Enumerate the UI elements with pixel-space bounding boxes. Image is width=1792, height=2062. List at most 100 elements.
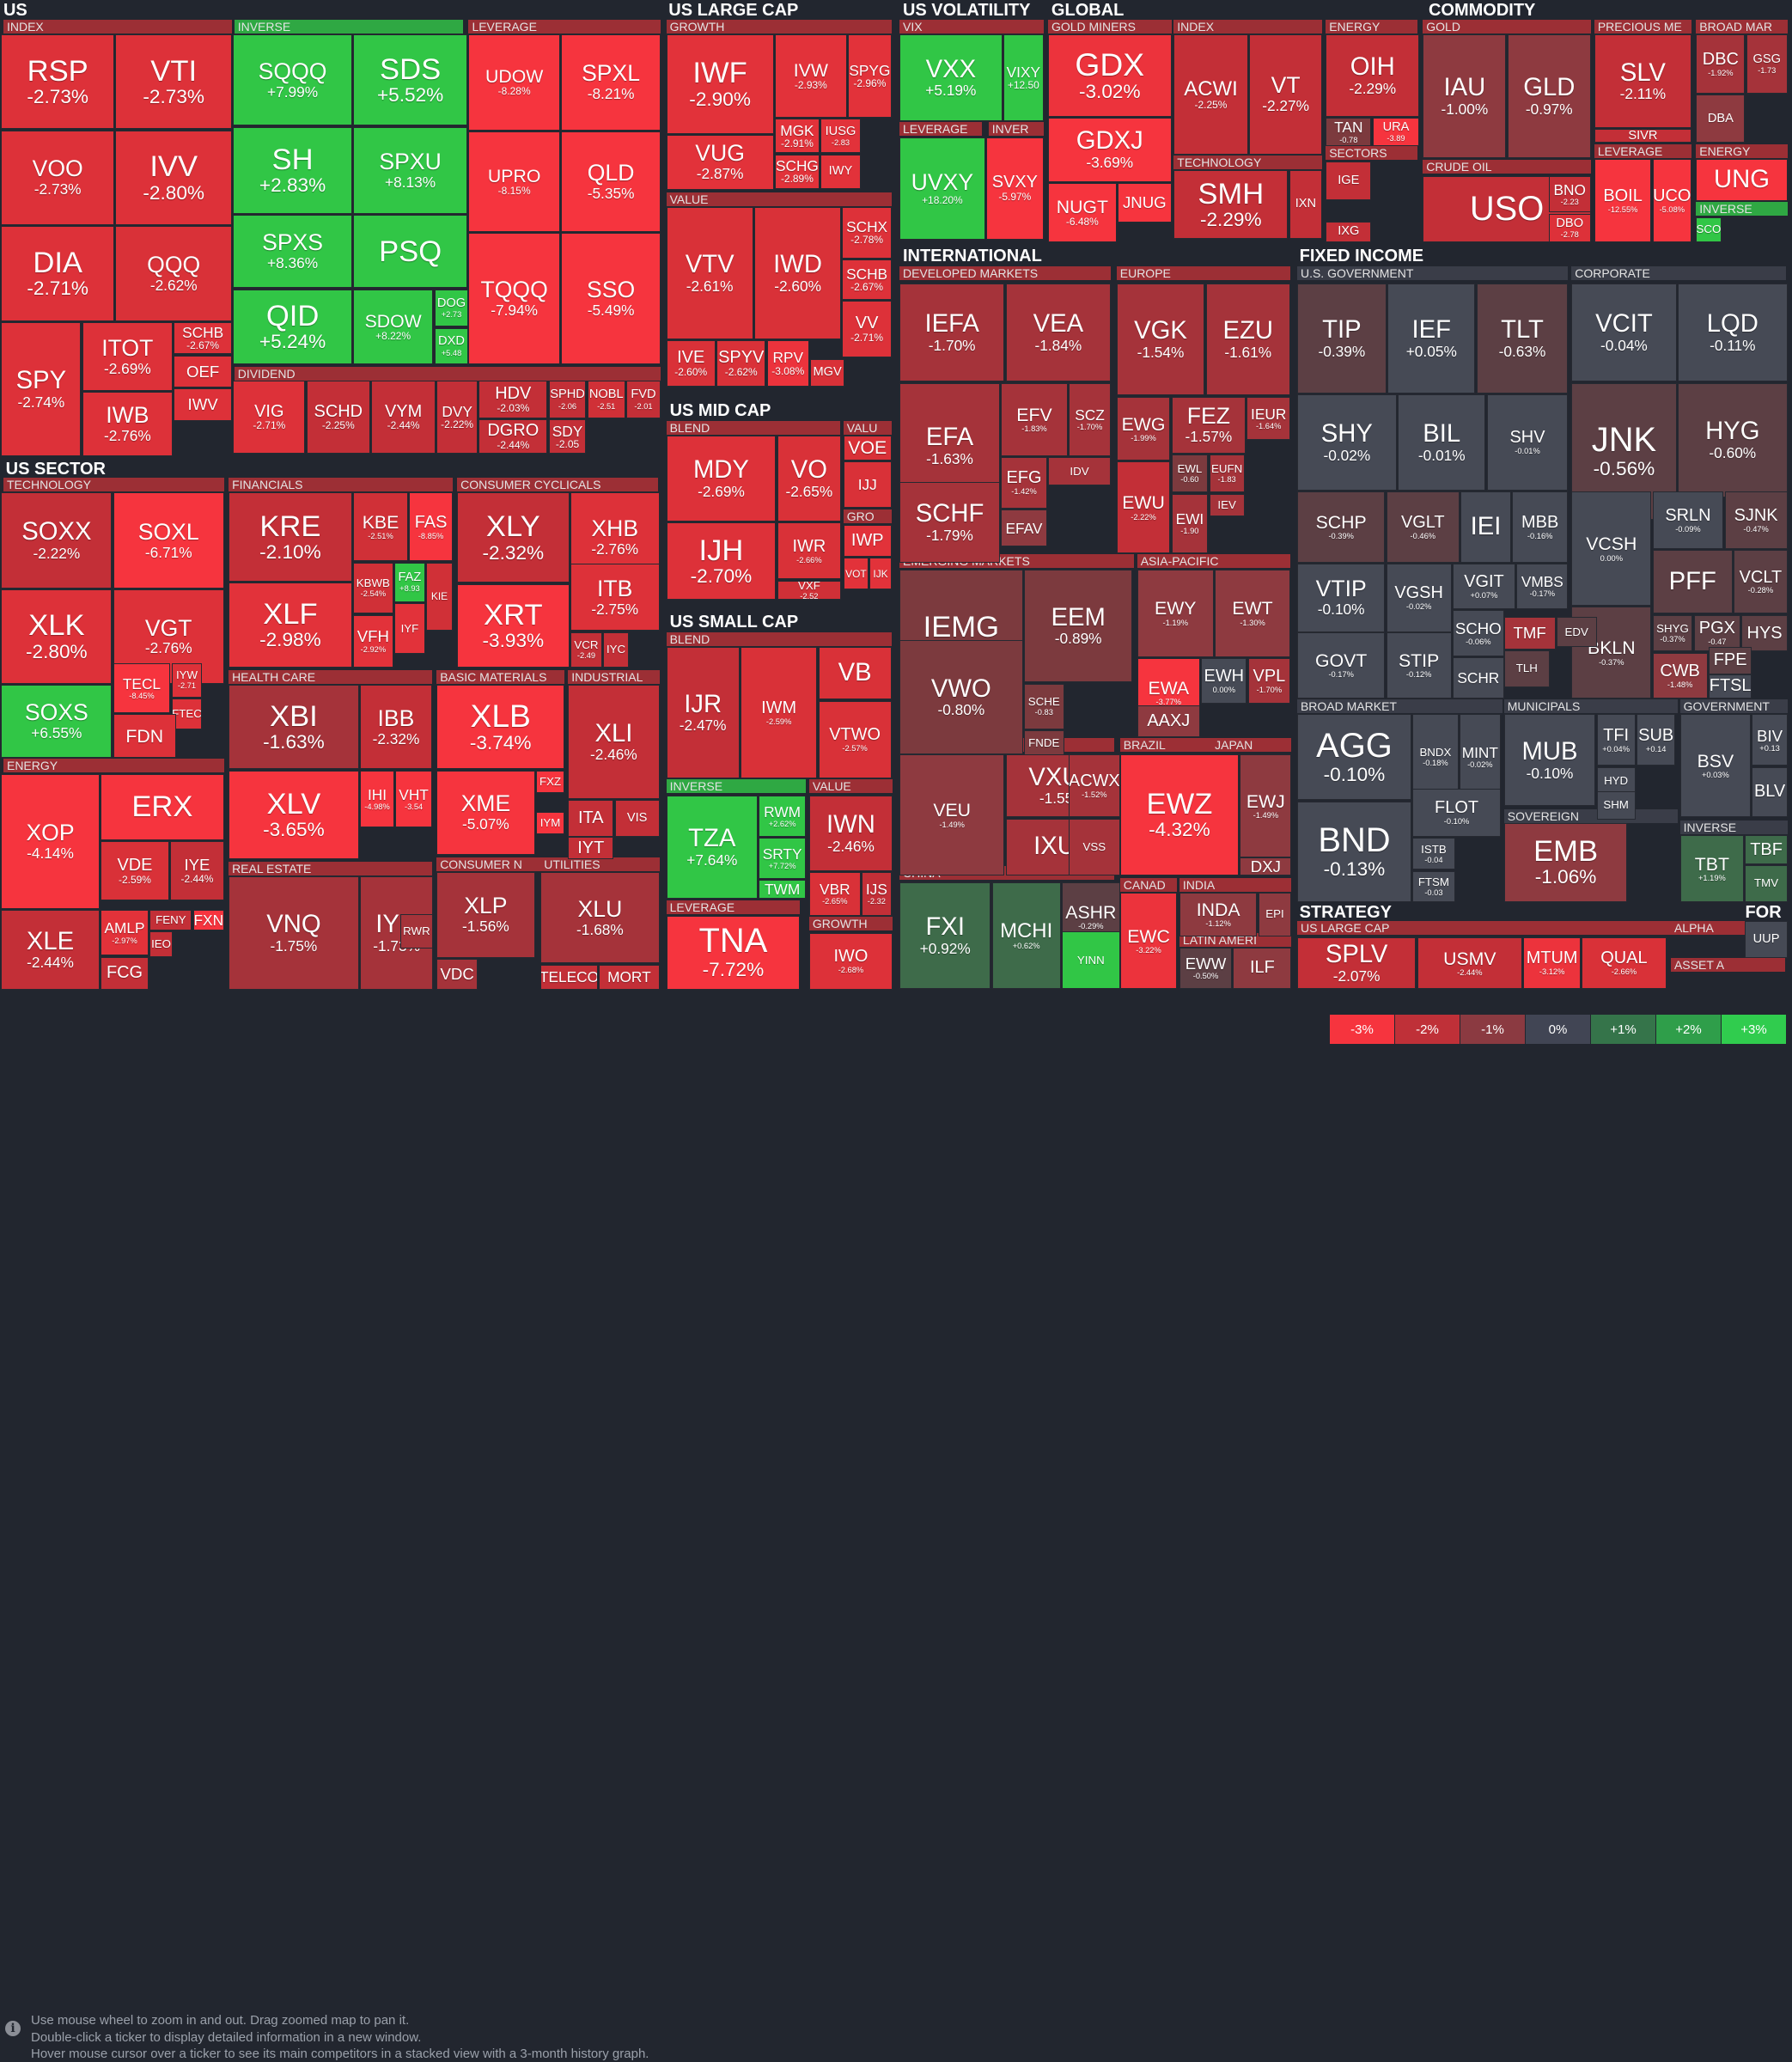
tile-rwr[interactable]: RWR — [399, 914, 434, 949]
tile-udow[interactable]: UDOW -8.28% — [468, 34, 560, 131]
tile-fxn[interactable]: FXN — [192, 909, 224, 930]
tile-aaxj[interactable]: AAXJ — [1137, 705, 1200, 738]
tile-iyt[interactable]: IYT — [568, 836, 614, 860]
tile-oef[interactable]: OEF — [174, 355, 233, 387]
tile-spxs[interactable]: SPXS +8.36% — [233, 215, 352, 289]
tile-qqq[interactable]: QQQ -2.62% — [115, 226, 233, 321]
tile-xrt[interactable]: XRT -3.93% — [457, 583, 570, 668]
tile-sub[interactable]: SUB +0.14 — [1637, 714, 1676, 766]
tile-iau[interactable]: IAU -1.00% — [1423, 34, 1507, 158]
tile-mint[interactable]: MINT -0.02% — [1459, 714, 1501, 801]
tile-idv[interactable]: IDV — [1047, 457, 1112, 486]
tile-xlf[interactable]: XLF -2.98% — [229, 583, 352, 668]
tile-spyg[interactable]: SPYG -2.96% — [848, 34, 892, 119]
tile-ijr[interactable]: IJR -2.47% — [666, 646, 740, 778]
tile-nugt[interactable]: NUGT -6.48% — [1047, 182, 1117, 243]
tile-ewy[interactable]: EWY -1.19% — [1137, 569, 1214, 657]
tile-ilf[interactable]: ILF — [1233, 947, 1292, 989]
tile-qid[interactable]: QID +5.24% — [233, 289, 352, 365]
tile-ijs[interactable]: IJS -2.32 — [862, 872, 892, 916]
tile-schf[interactable]: SCHF -1.79% — [899, 482, 1001, 563]
tile-srln[interactable]: SRLN -0.09% — [1652, 491, 1724, 549]
tile-iyw[interactable]: IYW -2.71 — [171, 662, 203, 698]
tile-ewu[interactable]: EWU -2.22% — [1116, 461, 1171, 553]
tile-iev[interactable]: IEV — [1209, 493, 1245, 517]
tile-xme[interactable]: XME -5.07% — [436, 770, 535, 856]
tile-uco[interactable]: UCO -5.08% — [1652, 158, 1691, 243]
tile-qual[interactable]: QUAL -2.66% — [1582, 936, 1667, 989]
tile-ieo[interactable]: IEO — [149, 931, 173, 957]
tile-feny[interactable]: FENY — [149, 909, 192, 930]
tile-efg[interactable]: EFG -1.42% — [1001, 457, 1047, 509]
tile-ivv[interactable]: IVV -2.80% — [115, 130, 233, 226]
tile-agg[interactable]: AGG -0.10% — [1296, 714, 1411, 801]
tile-ijj[interactable]: IJJ — [843, 461, 892, 508]
tile-fas[interactable]: FAS -8.85% — [409, 492, 453, 562]
tile-vde[interactable]: VDE -2.59% — [101, 841, 169, 901]
tile-iwf[interactable]: IWF -2.90% — [666, 34, 774, 134]
tile-inda[interactable]: INDA -1.12% — [1179, 893, 1258, 936]
tile-vixy[interactable]: VIXY +12.50 — [1003, 34, 1044, 121]
tile-bil[interactable]: BIL -0.01% — [1398, 393, 1486, 491]
tile-voo[interactable]: VOO -2.73% — [1, 130, 115, 226]
tile-dgro[interactable]: DGRO -2.44% — [478, 419, 548, 454]
tile-vglt[interactable]: VGLT -0.46% — [1386, 491, 1460, 563]
tile-schg[interactable]: SCHG -2.89% — [774, 154, 820, 189]
tile-uup[interactable]: UUP — [1745, 921, 1788, 958]
tile-psq[interactable]: PSQ — [353, 215, 468, 289]
tile-vtip[interactable]: VTIP -0.10% — [1296, 563, 1386, 632]
tile-iym[interactable]: IYM — [535, 811, 565, 835]
tile-tecl[interactable]: TECL -8.45% — [113, 662, 171, 714]
tile-dia[interactable]: DIA -2.71% — [1, 226, 115, 321]
tile-erx[interactable]: ERX — [101, 773, 224, 840]
tile-xlk[interactable]: XLK -2.80% — [1, 589, 113, 684]
tile-pff[interactable]: PFF — [1652, 549, 1733, 614]
tile-sco[interactable]: SCO — [1696, 217, 1722, 243]
tile-tlh[interactable]: TLH — [1503, 650, 1550, 687]
tile-xlv[interactable]: XLV -3.65% — [229, 770, 359, 860]
tile-ige[interactable]: IGE — [1326, 161, 1372, 200]
tile-iyf[interactable]: IYF — [393, 603, 425, 654]
tile-fdn[interactable]: FDN — [113, 714, 176, 759]
tile-ewi[interactable]: EWI -1.90 — [1171, 493, 1209, 553]
tile-vnq[interactable]: VNQ -1.75% — [229, 876, 359, 991]
tile-xlp[interactable]: XLP -1.56% — [436, 872, 535, 958]
tile-mchi[interactable]: MCHI +0.62% — [991, 882, 1061, 989]
tile-amlp[interactable]: AMLP -2.97% — [101, 909, 149, 956]
tile-ijk[interactable]: IJK — [869, 558, 892, 590]
tile-iefa[interactable]: IEFA -1.70% — [899, 283, 1005, 382]
tile-ita[interactable]: ITA — [568, 800, 614, 837]
tile-istb[interactable]: ISTB -0.04 — [1412, 838, 1455, 870]
tile-jnug[interactable]: JNUG — [1118, 182, 1172, 223]
tile-dxd[interactable]: DXD +5.48 — [434, 327, 469, 365]
tile-ewg[interactable]: EWG -1.99% — [1116, 396, 1171, 461]
tile-vxf[interactable]: VXF -2.52 — [777, 580, 842, 601]
tile-schb[interactable]: SCHB -2.67% — [174, 322, 233, 355]
tile-iei[interactable]: IEI — [1460, 491, 1511, 563]
tile-hdv[interactable]: HDV -2.03% — [478, 381, 548, 418]
tile-epi[interactable]: EPI — [1258, 893, 1292, 936]
tile-srty[interactable]: SRTY +7.72% — [759, 838, 806, 880]
tile-hyd[interactable]: HYD — [1596, 766, 1636, 796]
tile-scho[interactable]: SCHO -0.06% — [1452, 610, 1504, 656]
tile-rpv[interactable]: RPV -3.08% — [766, 340, 809, 387]
tile-vgk[interactable]: VGK -1.54% — [1116, 283, 1205, 396]
tile-soxl[interactable]: SOXL -6.71% — [113, 492, 224, 589]
tile-ftec[interactable]: FTEC — [171, 698, 203, 729]
tile-xli[interactable]: XLI -2.46% — [568, 684, 660, 799]
tile-iwm[interactable]: IWM -2.59% — [741, 646, 818, 778]
tile-xop[interactable]: XOP -4.14% — [1, 773, 100, 909]
tile-nobl[interactable]: NOBL -2.51 — [587, 381, 625, 418]
tile-fxz[interactable]: FXZ — [535, 770, 565, 794]
tile-hyg[interactable]: HYG -0.60% — [1677, 382, 1788, 497]
tile-mdy[interactable]: MDY -2.69% — [666, 435, 777, 522]
tile-iwy[interactable]: IWY — [820, 154, 861, 189]
tile-ftsm[interactable]: FTSM -0.03 — [1412, 870, 1455, 902]
tile-dvy[interactable]: DVY -2.22% — [436, 381, 478, 454]
tile-tza[interactable]: TZA +7.64% — [666, 795, 759, 899]
tile-usmv[interactable]: USMV -2.44% — [1417, 936, 1523, 989]
tile-vv[interactable]: VV -2.71% — [842, 300, 892, 358]
tile-biv[interactable]: BIV +0.13 — [1752, 714, 1788, 766]
tile-uvxy[interactable]: UVXY +18.20% — [899, 137, 985, 241]
tile-gdxj[interactable]: GDXJ -3.69% — [1047, 118, 1172, 182]
